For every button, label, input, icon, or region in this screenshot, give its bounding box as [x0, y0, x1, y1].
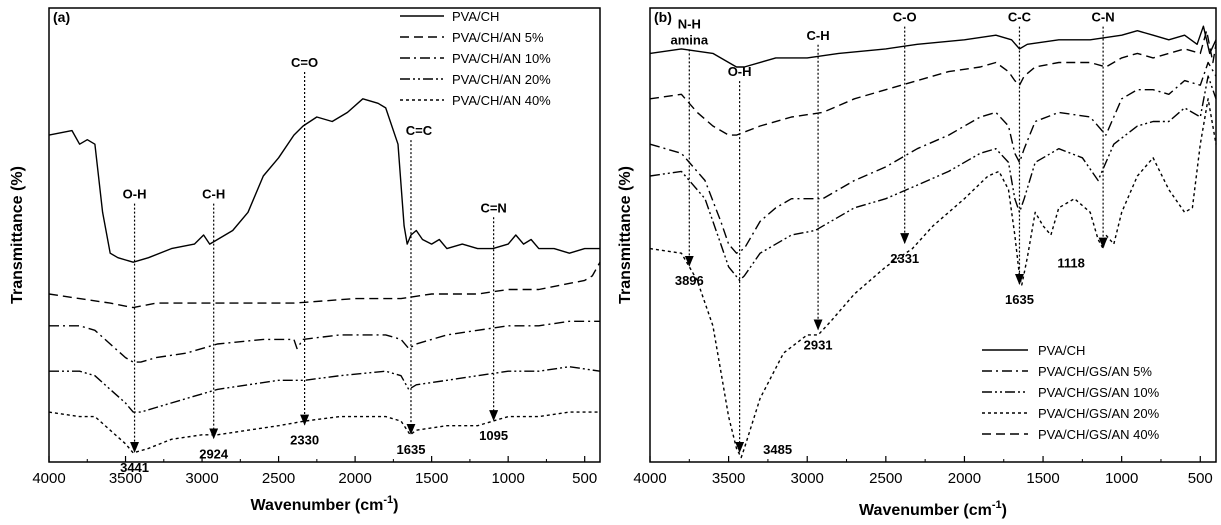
x-tick-label-b: 1500: [1026, 470, 1059, 487]
legend-label-b-5: PVA/CH/GS/AN 40%: [1038, 427, 1160, 442]
x-tick-label-b: 3000: [791, 470, 824, 487]
legend-label-a-2: PVA/CH/AN 5%: [452, 30, 544, 45]
series-line-a-4: [49, 366, 601, 413]
x-tick-label-b: 4000: [633, 470, 666, 487]
annotation-label-ch-a: C-H: [202, 187, 225, 202]
annotation-value-ch-b: 2931: [804, 337, 833, 352]
y-axis-title-a: Transmittance (%): [9, 166, 26, 304]
series-line-b-2: [649, 61, 1217, 254]
panel-b: 4000 3500 3000 2500 2000 1500 1000 500 Wavenumbe…: [617, 7, 1217, 519]
x-tick-label-a: 3000: [185, 470, 218, 487]
x-tick-label-b: 2000: [948, 470, 981, 487]
annotation-label-co-b: C-O: [893, 10, 917, 25]
annotation-value-cc-b: 1635: [1005, 292, 1034, 307]
annotation-value-oh-b: 3485: [763, 442, 792, 457]
y-axis-title-b: Transmittance (%): [617, 166, 634, 304]
series-line-a-5: [48, 411, 600, 454]
legend-label-b-4: PVA/CH/GS/AN 20%: [1038, 406, 1160, 421]
series-line-a-1: [48, 98, 600, 263]
annotation-sublabel-nh-b: amina: [671, 32, 709, 47]
annotation-value-oh-a: 3441: [120, 460, 149, 475]
x-tick-label-a: 500: [572, 470, 597, 487]
x-tick-label-a: 2000: [338, 470, 371, 487]
x-tick-label-a: 3500: [109, 470, 142, 487]
series-line-b-3: [649, 75, 1217, 282]
annotation-value-nh-b: 3896: [675, 273, 704, 288]
legend-label-a-3: PVA/CH/AN 10%: [452, 51, 551, 66]
series-line-a-2: [48, 261, 601, 309]
annotation-value-cn-b: 1118: [1057, 256, 1085, 271]
annotation-value-cn-a: 1095: [479, 428, 508, 443]
annotation-label-cn-b: C-N: [1092, 10, 1115, 25]
series-line-b-5: [649, 30, 1217, 136]
x-tick-label-a: 1000: [491, 470, 524, 487]
legend-label-b-1: PVA/CH: [1038, 343, 1085, 358]
x-tick-label-b: 2500: [869, 470, 902, 487]
annotation-label-cc-a: C=C: [406, 123, 433, 138]
series-line-a-3: [49, 320, 600, 363]
x-axis-title-b: Wavenumber (cm-1): [859, 499, 1007, 519]
x-tick-label-a: 2500: [262, 470, 295, 487]
annotation-label-co-a: C=O: [291, 55, 318, 70]
annotation-value-co-a: 2330: [290, 433, 319, 448]
x-tick-label-b: 3500: [712, 470, 745, 487]
series-line-b-1: [649, 25, 1217, 68]
annotation-value-ch-a: 2924: [199, 446, 229, 461]
x-tick-label-a: 1500: [415, 470, 448, 487]
annotation-label-oh-b: O-H: [728, 64, 752, 79]
panel-a: 4000 3500 3000 2500 2000 1500 1000 500 Wavenumbe…: [9, 7, 601, 514]
legend-label-b-3: PVA/CH/GS/AN 10%: [1038, 385, 1160, 400]
annotation-label-cn-a: C=N: [480, 200, 506, 215]
plot-frame-a: [48, 7, 601, 463]
legend-label-b-2: PVA/CH/GS/AN 5%: [1038, 364, 1152, 379]
panel-label-a: (a): [53, 9, 70, 25]
x-tick-label-b: 500: [1188, 470, 1213, 487]
series-line-b-4: [649, 98, 1217, 459]
annotation-value-co-b: 2331: [890, 251, 919, 266]
legend-label-a-1: PVA/CH: [452, 9, 499, 24]
annotation-label-ch-b: C-H: [807, 28, 830, 43]
x-tick-label-b: 1000: [1105, 470, 1138, 487]
annotation-label-cc-b: C-C: [1008, 10, 1032, 25]
legend-a: PVA/CH PVA/CH/AN 5% PVA/CH/AN 10% PVA/CH/AN…: [400, 9, 551, 108]
annotation-label-oh-a: O-H: [123, 187, 147, 202]
annotation-label-nh-b: N-H: [678, 16, 701, 31]
legend-label-a-5: PVA/CH/AN 40%: [452, 93, 551, 108]
legend-b: PVA/CH PVA/CH/GS/AN 5% PVA/CH/GS/AN 10% PVA…: [982, 343, 1160, 442]
panel-label-b: (b): [654, 9, 672, 25]
legend-label-a-4: PVA/CH/AN 20%: [452, 72, 551, 87]
annotation-value-cc-a: 1635: [397, 442, 426, 457]
plot-frame-b: [649, 7, 1217, 463]
x-tick-label-a: 4000: [32, 470, 65, 487]
x-axis-title-a: Wavenumber (cm-1): [251, 494, 399, 514]
